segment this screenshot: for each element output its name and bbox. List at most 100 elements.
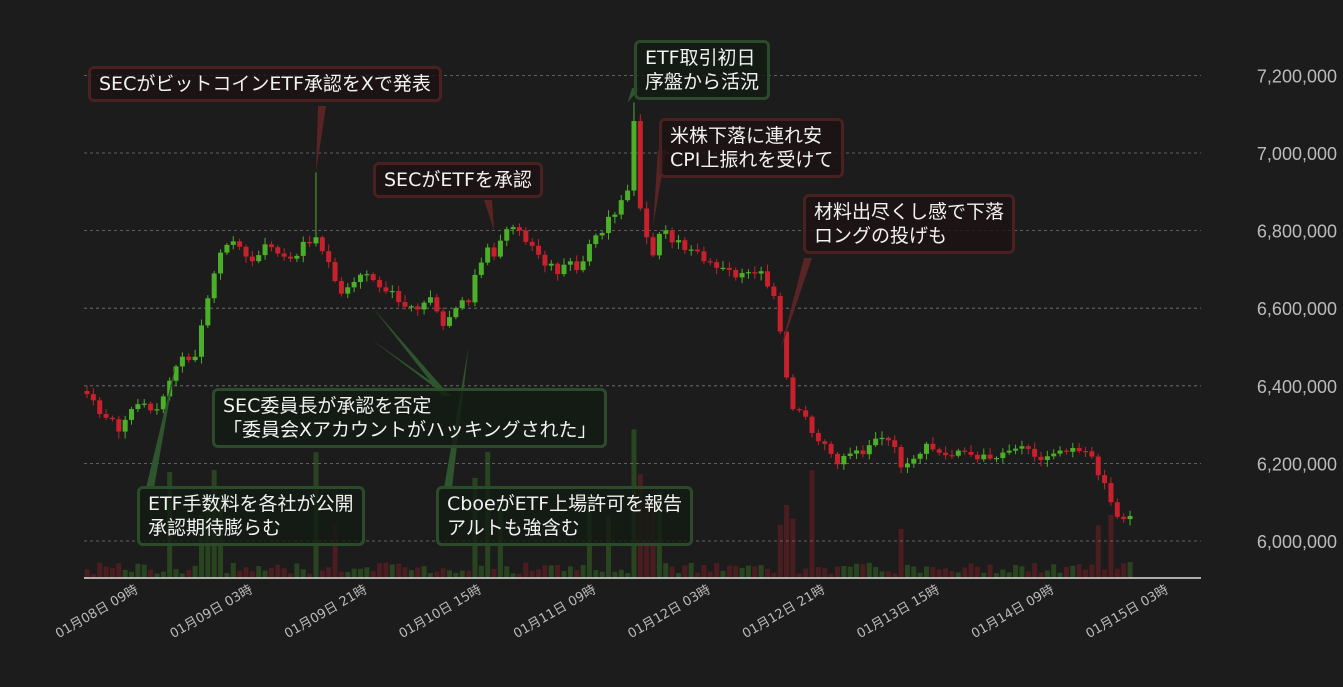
candle-body [1127,516,1133,520]
volume-bar [834,566,840,578]
volume-bar [122,569,128,578]
volume-bar [682,565,688,578]
candle-body [459,300,465,309]
volume-bar [97,562,103,578]
candle-body [364,274,370,276]
annotation-line: ETF手数料を各社が公開 [148,493,354,515]
candle-body [256,255,262,262]
volume-bar [796,573,802,578]
candlesticks [84,102,1133,526]
volume-bar [733,566,739,578]
annotation-pointer [653,150,666,227]
candle-body [434,297,440,312]
candle-body [427,297,433,303]
candle-body [396,291,402,303]
candle-body [873,438,879,446]
volume-bar [1032,562,1038,578]
volume-bar [357,568,363,578]
candle-body [962,450,968,452]
candle-body [637,121,643,209]
x-tick-label: 01月09日 21時 [282,582,370,641]
candle-body [154,409,160,411]
candle-body [447,317,453,326]
candle-body [1083,451,1089,453]
candle-body [612,214,618,217]
volume-bar [1083,569,1089,578]
annotation-line: ETF取引初日 [645,47,756,69]
candle-body [930,443,936,450]
candle-body [466,300,472,303]
volume-bar [974,566,980,578]
candle-body [904,463,910,468]
y-tick-label: 6,400,000 [1257,377,1337,397]
volume-bar [688,562,694,578]
volume-bar [116,563,122,578]
candle-body [262,244,268,256]
candle-body [567,261,573,265]
volume-bar [981,572,987,578]
x-tick-label: 01月09日 03時 [168,582,256,641]
x-tick-label: 01月13日 15時 [855,582,943,641]
candle-body [1076,448,1082,452]
candle-body [644,208,650,238]
candle-body [809,416,815,433]
volume-bar [377,563,383,578]
volume-bar [396,563,402,578]
volume-bar [179,573,185,578]
annotation-line: CPI上振れを受けて [670,149,834,171]
candle-body [1108,483,1114,503]
candle-body [917,453,923,459]
volume-bar [669,566,675,578]
volume-bar [599,571,605,578]
candle-body [860,450,866,455]
candle-body [669,230,675,243]
annotation-line: アルトも強含む [447,517,580,539]
candle-body [822,441,828,444]
candle-body [370,274,376,281]
candle-body [109,417,115,420]
candle-body [618,200,624,215]
annotation-line: ロングの投げも [814,225,948,247]
candle-body [497,240,503,257]
candle-body [892,440,898,447]
volume-bar [911,566,917,578]
y-tick-label: 6,200,000 [1257,454,1337,474]
volume-bar [1063,566,1069,578]
candle-body [866,445,872,455]
candle-body [561,264,567,275]
candle-body [955,450,961,456]
candle-body [733,269,739,278]
volume-bar [701,565,707,578]
candle-body [765,271,771,287]
volume-bar [847,566,853,578]
candle-body [790,377,796,410]
candle-body [357,274,363,282]
volume-bar [345,572,351,578]
volume-bar [936,569,942,578]
candle-body [981,454,987,460]
volume-bar [1044,570,1050,578]
candle-body [198,325,204,357]
volume-bar [1114,568,1120,578]
annotation-line: 材料出尽くし感で下落 [814,201,1005,223]
volume-bar [720,570,726,578]
candle-body [129,409,135,420]
annotation-sec-announcement: SECがビットコインETF承認をXで発表 [88,66,442,102]
volume-bar [726,565,732,578]
volume-bar [135,563,141,578]
candle-body [523,230,529,242]
candle-body [478,262,484,275]
volume-bar [84,569,90,578]
volume-bar [987,564,993,578]
candle-body [249,256,255,262]
volume-bar [1057,572,1063,578]
candle-body [1114,502,1120,517]
volume-bar [949,571,955,578]
candle-body [332,262,338,282]
candle-body [631,121,637,191]
annotation-line: 「委員会Xアカウントがハッキングされた」 [223,419,597,441]
candle-body [726,267,732,270]
candle-body [135,404,141,410]
candle-body [288,256,294,259]
volume-bar [580,565,586,578]
